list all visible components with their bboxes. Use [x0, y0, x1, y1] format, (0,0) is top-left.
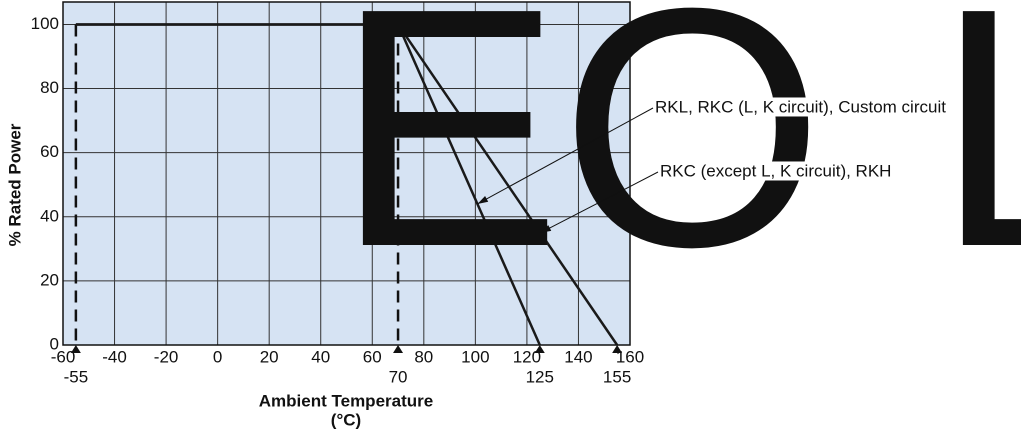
- x-tick-label: 0: [213, 347, 222, 366]
- legend-label: RKC (except L, K circuit), RKH: [660, 161, 891, 180]
- x-tick-label: 20: [260, 347, 279, 366]
- x-marker-label: 155: [603, 367, 631, 386]
- y-tick-label: 0: [50, 334, 59, 353]
- watermark-letter: L: [935, 0, 1021, 318]
- x-marker: [70, 345, 81, 353]
- x-tick-label: 120: [513, 347, 541, 366]
- y-tick-label: 40: [40, 206, 59, 225]
- legend-label: RKL, RKC (L, K circuit), Custom circuit: [655, 97, 946, 116]
- x-tick-label: 80: [414, 347, 433, 366]
- x-tick-label: 100: [461, 347, 489, 366]
- watermark-letter: O: [560, 0, 824, 318]
- annotation-arrow: [477, 107, 654, 205]
- x-marker-label: 70: [389, 367, 408, 386]
- x-marker-label: -55: [64, 367, 89, 386]
- x-axis-label: Ambient Temperature: [259, 391, 433, 410]
- y-tick-label: 100: [31, 14, 59, 33]
- annotation-arrow: [540, 171, 659, 234]
- plot-border: [62, 1, 631, 346]
- x-tick-label: 60: [363, 347, 382, 366]
- y-tick-label: 80: [40, 78, 59, 97]
- annotation-arrowhead: [477, 196, 489, 204]
- x-tick-label: -60: [51, 347, 76, 366]
- plot-background: [63, 2, 630, 345]
- annotation-arrowhead: [540, 225, 552, 233]
- x-marker: [393, 345, 404, 353]
- y-axis-label: % Rated Power: [5, 123, 24, 246]
- x-axis-label: (°C): [331, 410, 361, 429]
- y-tick-label: 20: [40, 270, 59, 289]
- watermark-letter: E: [335, 0, 562, 318]
- x-marker-label: 125: [526, 367, 554, 386]
- legend-label-background: [653, 97, 949, 117]
- x-marker: [612, 345, 623, 353]
- x-tick-label: 160: [616, 347, 644, 366]
- series-line: [75, 23, 619, 346]
- x-tick-label: -40: [102, 347, 127, 366]
- legend-label-background: [658, 161, 894, 181]
- x-tick-label: 40: [311, 347, 330, 366]
- x-tick-label: -20: [154, 347, 179, 366]
- x-marker: [534, 345, 545, 353]
- y-tick-label: 60: [40, 142, 59, 161]
- x-tick-label: 140: [564, 347, 592, 366]
